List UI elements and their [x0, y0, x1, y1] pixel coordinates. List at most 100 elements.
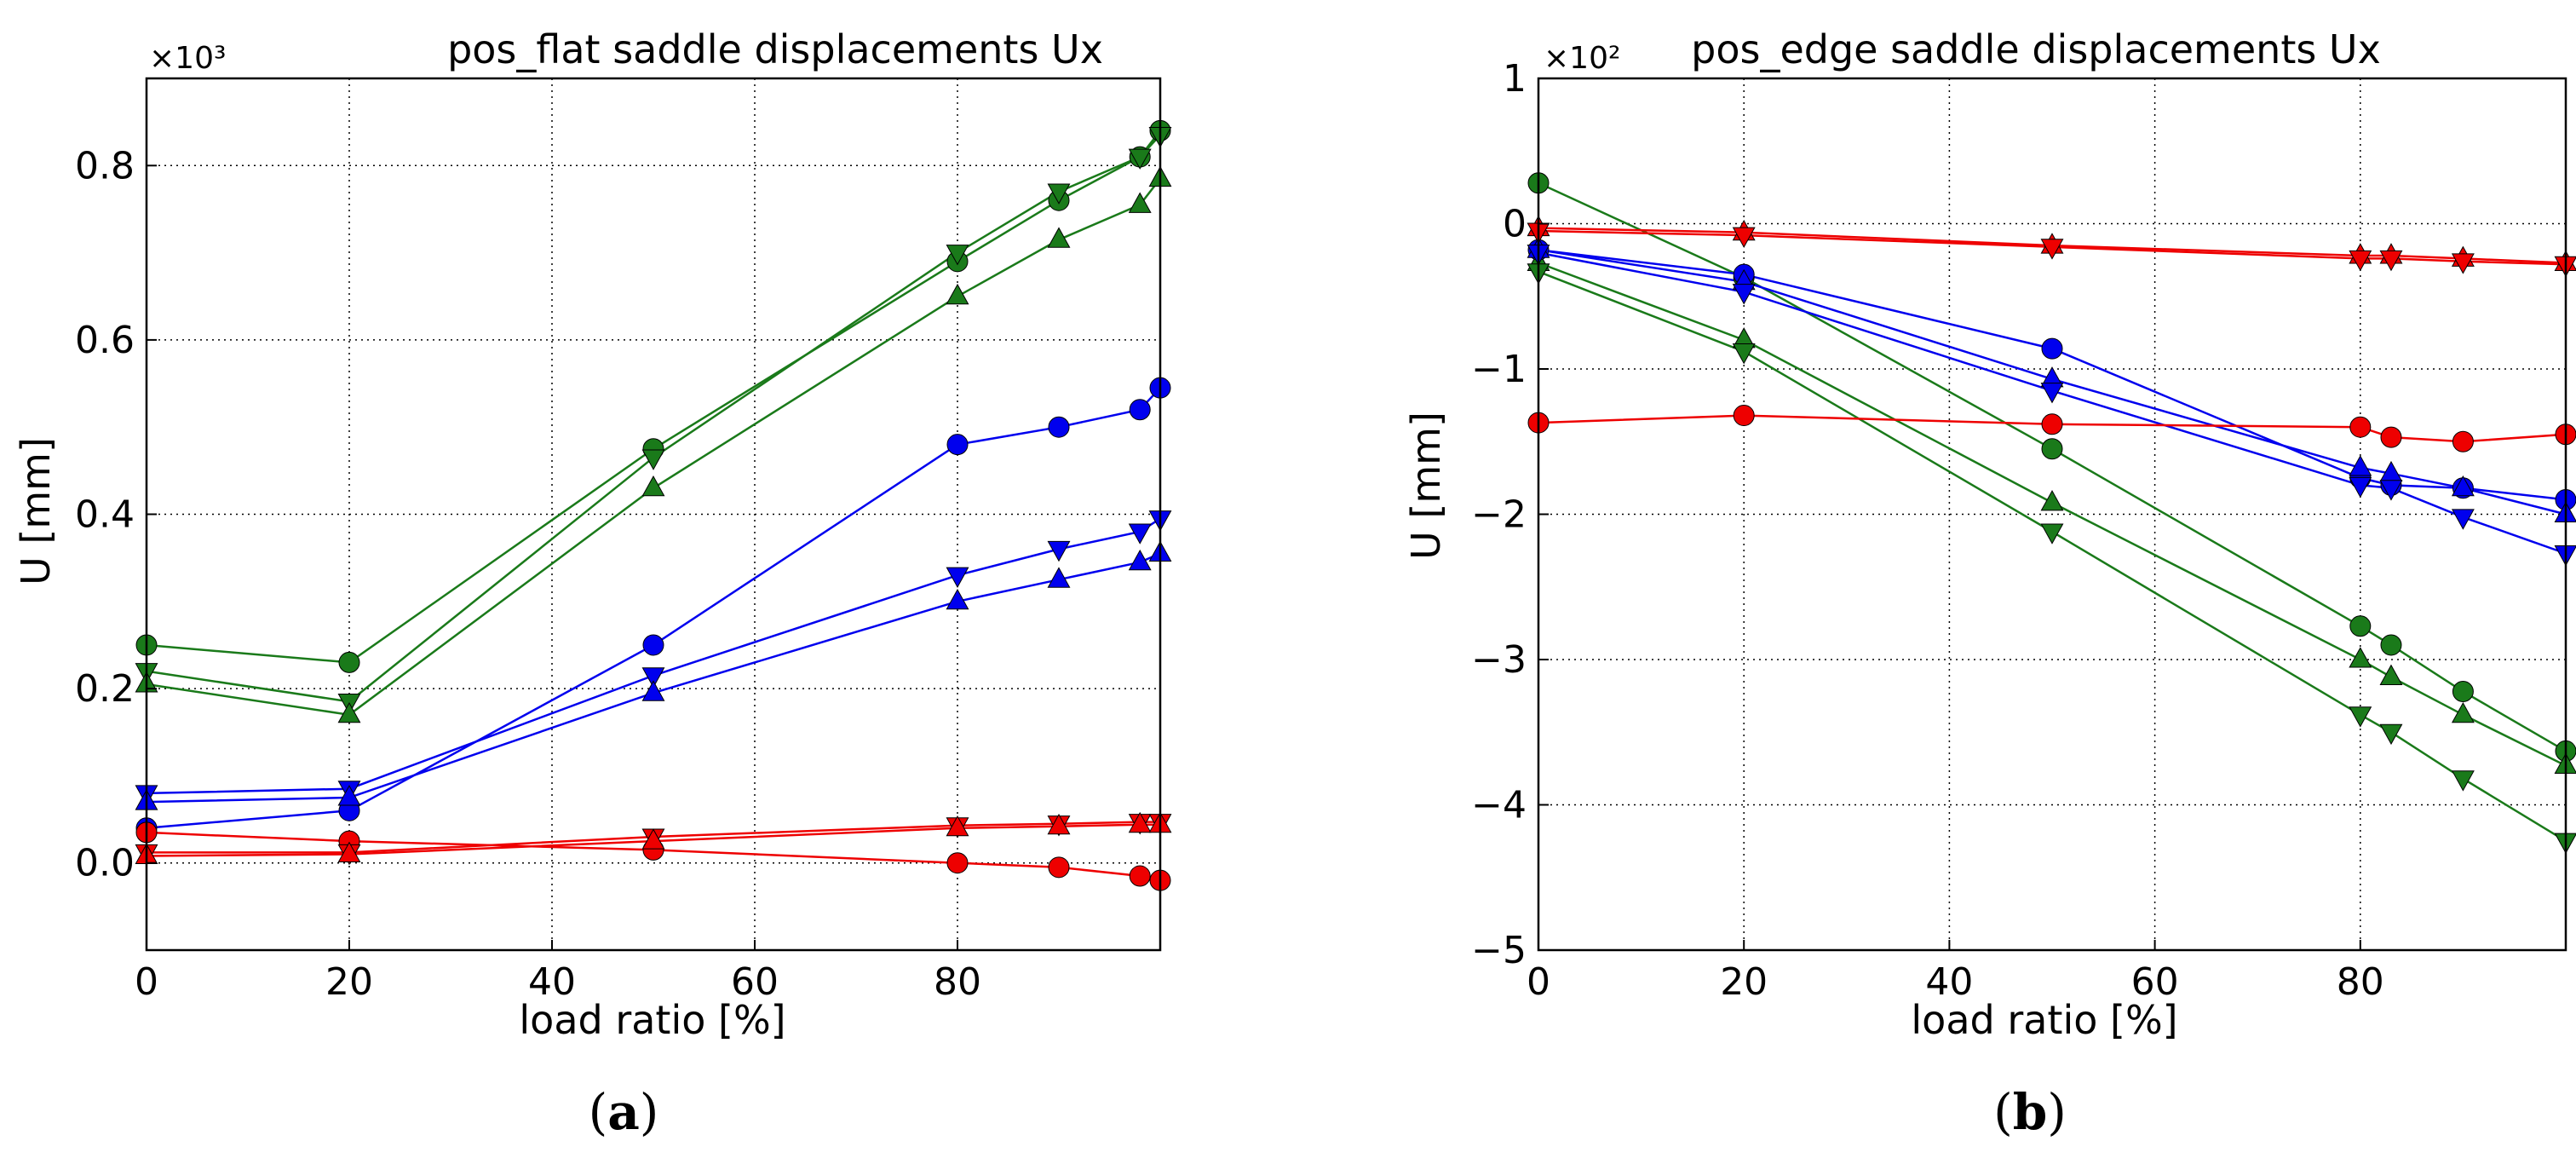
ticks-a: 0 20 40 60 80 0.0 0.2 0.4 0.6 0.8 — [75, 144, 981, 1004]
data-point — [641, 475, 665, 497]
data-point — [946, 815, 969, 837]
x-tick-label-a: 20 — [325, 960, 373, 1004]
data-point — [2379, 250, 2403, 272]
x-tick-label-b: 20 — [1720, 960, 1768, 1004]
y-multiplier-a: ×10³ — [149, 41, 226, 76]
x-axis-label-b: load ratio [%] — [1911, 997, 2177, 1043]
data-point — [2041, 413, 2063, 435]
data-point — [1129, 865, 1151, 887]
data-point — [946, 588, 969, 610]
x-tick-label-b: 80 — [2337, 960, 2384, 1004]
data-point — [1047, 183, 1071, 205]
data-point — [2452, 681, 2474, 703]
data-point — [642, 634, 664, 656]
data-point — [2380, 426, 2402, 448]
data-point — [2041, 337, 2063, 360]
data-point — [1129, 399, 1151, 421]
data-point — [2451, 770, 2475, 792]
data-point — [1128, 549, 1152, 571]
data-point — [1128, 192, 1152, 213]
x-tick-label-b: 60 — [2131, 960, 2179, 1004]
y-tick-label-b: −4 — [1471, 784, 1527, 827]
data-point — [337, 701, 361, 723]
data-point — [946, 852, 969, 874]
data-point — [2451, 509, 2475, 530]
y-tick-label-b: −5 — [1471, 929, 1527, 972]
data-point — [2379, 480, 2403, 501]
grid-b — [1538, 78, 2566, 950]
panel-a: 0 20 40 60 80 0.0 0.2 0.4 0.6 0.8 pos_flat saddle… — [13, 26, 1172, 1141]
data-point — [1047, 813, 1071, 835]
data-point — [1732, 284, 1756, 305]
x-tick-label-a: 40 — [528, 960, 576, 1004]
data-point — [946, 567, 969, 588]
chart-title-a: pos_flat saddle displacements Ux — [447, 26, 1103, 72]
data-point — [2349, 455, 2372, 476]
x-tick-label-b: 0 — [1527, 960, 1550, 1004]
data-point — [1047, 567, 1071, 588]
data-point — [1732, 343, 1756, 365]
data-point — [2451, 475, 2475, 497]
x-tick-label-a: 60 — [731, 960, 779, 1004]
data-point — [2040, 239, 2064, 260]
chart-title-b: pos_edge saddle displacements Ux — [1691, 26, 2381, 72]
data-point — [2349, 250, 2372, 272]
series-line — [146, 134, 1161, 703]
x-axis-label-a: load ratio [%] — [519, 997, 785, 1043]
data-point — [2349, 615, 2372, 637]
data-point — [337, 785, 361, 806]
data-point — [2349, 647, 2372, 668]
data-point — [2380, 634, 2402, 656]
data-point — [1128, 523, 1152, 545]
data-point — [2040, 490, 2064, 511]
data-point — [946, 434, 969, 456]
data-point — [2349, 476, 2372, 498]
data-point — [641, 449, 665, 470]
data-point — [2040, 523, 2064, 545]
data-point — [2452, 430, 2474, 452]
data-point — [338, 651, 360, 673]
series-lines-b — [1538, 182, 2567, 843]
x-tick-label-a: 80 — [934, 960, 981, 1004]
y-tick-label-b: −3 — [1471, 638, 1527, 682]
data-point — [2349, 416, 2372, 438]
y-tick-label-b: 0 — [1503, 203, 1527, 246]
y-tick-label-a: 0.8 — [75, 144, 135, 187]
ticks-b: 0 20 40 60 80 −5 −4 −3 −2 −1 0 1 — [1471, 57, 2384, 1004]
y-tick-label-b: 1 — [1503, 57, 1527, 101]
data-point — [2379, 664, 2403, 685]
data-point — [1732, 227, 1756, 248]
panel-b: 0 20 40 60 80 −5 −4 −3 −2 −1 0 1 pos_edge saddle di… — [1403, 26, 2576, 1141]
series-lines-a — [146, 130, 1161, 882]
data-point — [1047, 540, 1071, 562]
caption-b: (b) — [1993, 1083, 2067, 1141]
grid-a — [147, 78, 1160, 950]
y-tick-label-a: 0.4 — [75, 493, 135, 537]
y-tick-label-b: −2 — [1471, 493, 1527, 537]
series-line — [146, 130, 1161, 664]
y-multiplier-b: ×10² — [1544, 41, 1620, 76]
y-tick-label-a: 0.2 — [75, 667, 135, 711]
data-point — [641, 828, 665, 850]
data-point — [337, 841, 361, 862]
caption-a: (a) — [589, 1083, 659, 1141]
y-tick-label-a: 0.6 — [75, 319, 135, 362]
data-point — [1048, 416, 1070, 438]
series-line — [146, 517, 1161, 795]
data-point — [946, 283, 969, 305]
data-point — [1048, 856, 1070, 879]
data-point — [641, 667, 665, 689]
data-point — [2041, 438, 2063, 460]
data-point — [2040, 383, 2064, 404]
y-axis-label-b: U [mm] — [1403, 412, 1449, 560]
data-point — [2451, 701, 2475, 723]
y-tick-label-b: −1 — [1471, 348, 1527, 391]
data-point — [2451, 253, 2475, 274]
data-point — [1128, 148, 1152, 170]
series-markers-a — [135, 119, 1172, 891]
data-point — [1128, 811, 1152, 833]
y-tick-label-a: 0.0 — [75, 842, 135, 885]
data-point — [1047, 227, 1071, 248]
data-point — [1733, 405, 1755, 427]
